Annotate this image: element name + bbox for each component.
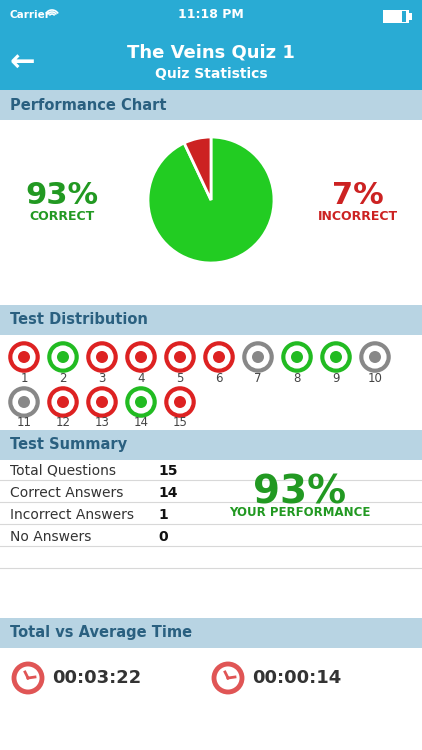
Text: YOUR PERFORMANCE: YOUR PERFORMANCE <box>229 506 371 520</box>
Circle shape <box>174 396 186 408</box>
Text: Total Questions: Total Questions <box>10 464 116 478</box>
Text: ←: ← <box>9 49 35 77</box>
Text: CORRECT: CORRECT <box>30 209 95 223</box>
Text: The Veins Quiz 1: The Veins Quiz 1 <box>127 44 295 62</box>
Text: Test Distribution: Test Distribution <box>10 313 148 328</box>
Circle shape <box>135 396 147 408</box>
Circle shape <box>330 351 342 363</box>
Text: Test Summary: Test Summary <box>10 437 127 452</box>
Circle shape <box>96 396 108 408</box>
Text: 93%: 93% <box>25 181 99 209</box>
Wedge shape <box>184 137 211 200</box>
Circle shape <box>18 351 30 363</box>
Text: 4: 4 <box>137 371 145 385</box>
Text: 14: 14 <box>133 416 149 430</box>
Bar <box>384 11 402 22</box>
Text: 00:03:22: 00:03:22 <box>52 669 141 687</box>
Text: 11:18 PM: 11:18 PM <box>178 8 244 22</box>
Text: Quiz Statistics: Quiz Statistics <box>155 67 267 81</box>
Text: 14: 14 <box>158 486 178 500</box>
Circle shape <box>174 351 186 363</box>
Bar <box>0 0 422 30</box>
Circle shape <box>213 351 225 363</box>
Bar <box>0 120 422 305</box>
Bar <box>0 90 422 120</box>
Bar <box>0 710 422 750</box>
Text: Carrier: Carrier <box>10 10 51 20</box>
Circle shape <box>227 676 230 680</box>
Text: 1: 1 <box>158 508 168 522</box>
Circle shape <box>27 676 30 680</box>
Text: 0: 0 <box>158 530 168 544</box>
Bar <box>0 460 422 620</box>
Text: 1: 1 <box>20 371 28 385</box>
Bar <box>0 618 422 648</box>
Bar <box>384 11 406 22</box>
Text: 5: 5 <box>176 371 184 385</box>
Text: 8: 8 <box>293 371 301 385</box>
Circle shape <box>252 351 264 363</box>
Text: Incorrect Answers: Incorrect Answers <box>10 508 134 522</box>
Text: 6: 6 <box>215 371 223 385</box>
Text: Performance Chart: Performance Chart <box>10 98 167 112</box>
Wedge shape <box>148 137 274 263</box>
Text: 00:00:14: 00:00:14 <box>252 669 341 687</box>
Bar <box>409 13 412 20</box>
Circle shape <box>57 396 69 408</box>
Text: INCORRECT: INCORRECT <box>318 209 398 223</box>
Circle shape <box>291 351 303 363</box>
Circle shape <box>216 666 240 690</box>
Bar <box>0 30 422 90</box>
Bar <box>0 430 422 460</box>
Text: 2: 2 <box>59 371 67 385</box>
Circle shape <box>57 351 69 363</box>
Text: No Answers: No Answers <box>10 530 92 544</box>
Text: Correct Answers: Correct Answers <box>10 486 123 500</box>
Text: 11: 11 <box>16 416 32 430</box>
Text: 12: 12 <box>56 416 70 430</box>
Text: 93%: 93% <box>254 473 346 511</box>
Circle shape <box>18 396 30 408</box>
Circle shape <box>96 351 108 363</box>
Text: 13: 13 <box>95 416 109 430</box>
Bar <box>0 305 422 335</box>
Text: Total vs Average Time: Total vs Average Time <box>10 626 192 640</box>
Text: 7: 7 <box>254 371 262 385</box>
Text: 10: 10 <box>368 371 382 385</box>
Circle shape <box>135 351 147 363</box>
Bar <box>0 648 422 710</box>
Text: 15: 15 <box>158 464 178 478</box>
Text: 3: 3 <box>98 371 106 385</box>
Text: 9: 9 <box>332 371 340 385</box>
Bar <box>383 10 409 23</box>
Text: 7%: 7% <box>332 181 384 209</box>
Circle shape <box>16 666 40 690</box>
Circle shape <box>369 351 381 363</box>
Text: 15: 15 <box>173 416 187 430</box>
